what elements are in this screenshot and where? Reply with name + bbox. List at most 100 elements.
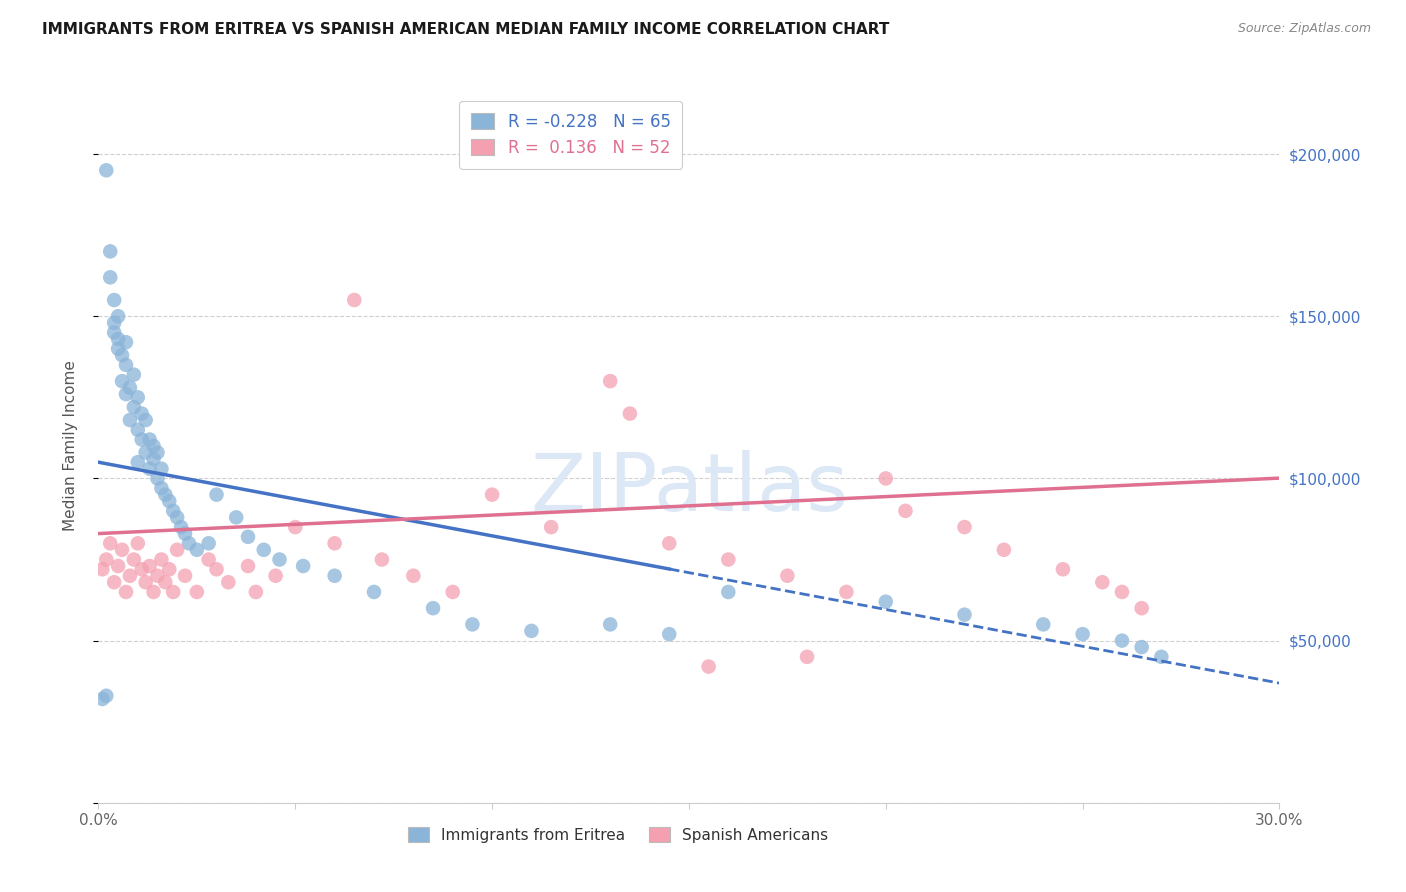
Point [111,374,134,388]
Point [107,559,129,574]
Point [993,542,1015,557]
Point [236,559,259,574]
Point [146,471,169,485]
Point [245,585,267,599]
Point [236,530,259,544]
Point [150,461,173,475]
Point [1052,562,1074,576]
Point [98,270,121,285]
Point [103,575,125,590]
Point [1071,627,1094,641]
Point [717,585,740,599]
Point [91,562,114,576]
Point [155,575,177,590]
Point [264,568,287,582]
Point [115,387,138,401]
Point [103,316,125,330]
Point [115,358,138,372]
Point [197,552,219,566]
Point [142,452,165,467]
Point [343,293,366,307]
Point [1111,633,1133,648]
Point [142,439,165,453]
Point [96,163,118,178]
Point [599,617,621,632]
Point [953,607,976,622]
Point [217,575,239,590]
Point [131,407,153,421]
Point [98,536,121,550]
Point [186,585,208,599]
Point [619,407,641,421]
Point [91,692,114,706]
Point [157,562,180,576]
Point [1091,575,1114,590]
Point [1111,585,1133,599]
Point [135,575,157,590]
Point [157,494,180,508]
Point [796,649,818,664]
Point [875,471,897,485]
Point [205,488,228,502]
Point [292,559,315,574]
Point [174,526,197,541]
Point [115,335,138,350]
Point [481,488,503,502]
Point [111,348,134,362]
Point [138,433,160,447]
Point [122,368,145,382]
Point [127,423,149,437]
Point [1130,640,1153,654]
Point [323,536,346,550]
Point [122,400,145,414]
Point [166,542,188,557]
Point [253,542,276,557]
Point [107,310,129,324]
Point [269,552,291,566]
Point [875,595,897,609]
Point [323,568,346,582]
Point [118,381,141,395]
Point [107,332,129,346]
Point [1032,617,1054,632]
Point [131,433,153,447]
Point [127,390,149,404]
Point [371,552,394,566]
Point [599,374,621,388]
Point [115,585,138,599]
Legend: Immigrants from Eritrea, Spanish Americans: Immigrants from Eritrea, Spanish America… [402,821,834,848]
Text: IMMIGRANTS FROM ERITREA VS SPANISH AMERICAN MEDIAN FAMILY INCOME CORRELATION CHA: IMMIGRANTS FROM ERITREA VS SPANISH AMERI… [42,22,890,37]
Y-axis label: Median Family Income: Median Family Income [63,360,77,532]
Point [363,585,385,599]
Point [96,552,118,566]
Point [146,568,169,582]
Point [1130,601,1153,615]
Point [103,293,125,307]
Text: ZIPatlas: ZIPatlas [530,450,848,528]
Point [138,461,160,475]
Point [118,413,141,427]
Point [894,504,917,518]
Point [520,624,543,638]
Point [170,520,193,534]
Point [422,601,444,615]
Point [146,445,169,459]
Point [1150,649,1173,664]
Point [658,536,681,550]
Point [107,342,129,356]
Point [150,481,173,495]
Point [540,520,562,534]
Point [150,552,173,566]
Point [118,568,141,582]
Point [658,627,681,641]
Point [205,562,228,576]
Point [461,617,484,632]
Point [835,585,858,599]
Point [197,536,219,550]
Point [284,520,307,534]
Point [166,510,188,524]
Point [162,504,184,518]
Point [717,552,740,566]
Point [441,585,464,599]
Point [155,488,177,502]
